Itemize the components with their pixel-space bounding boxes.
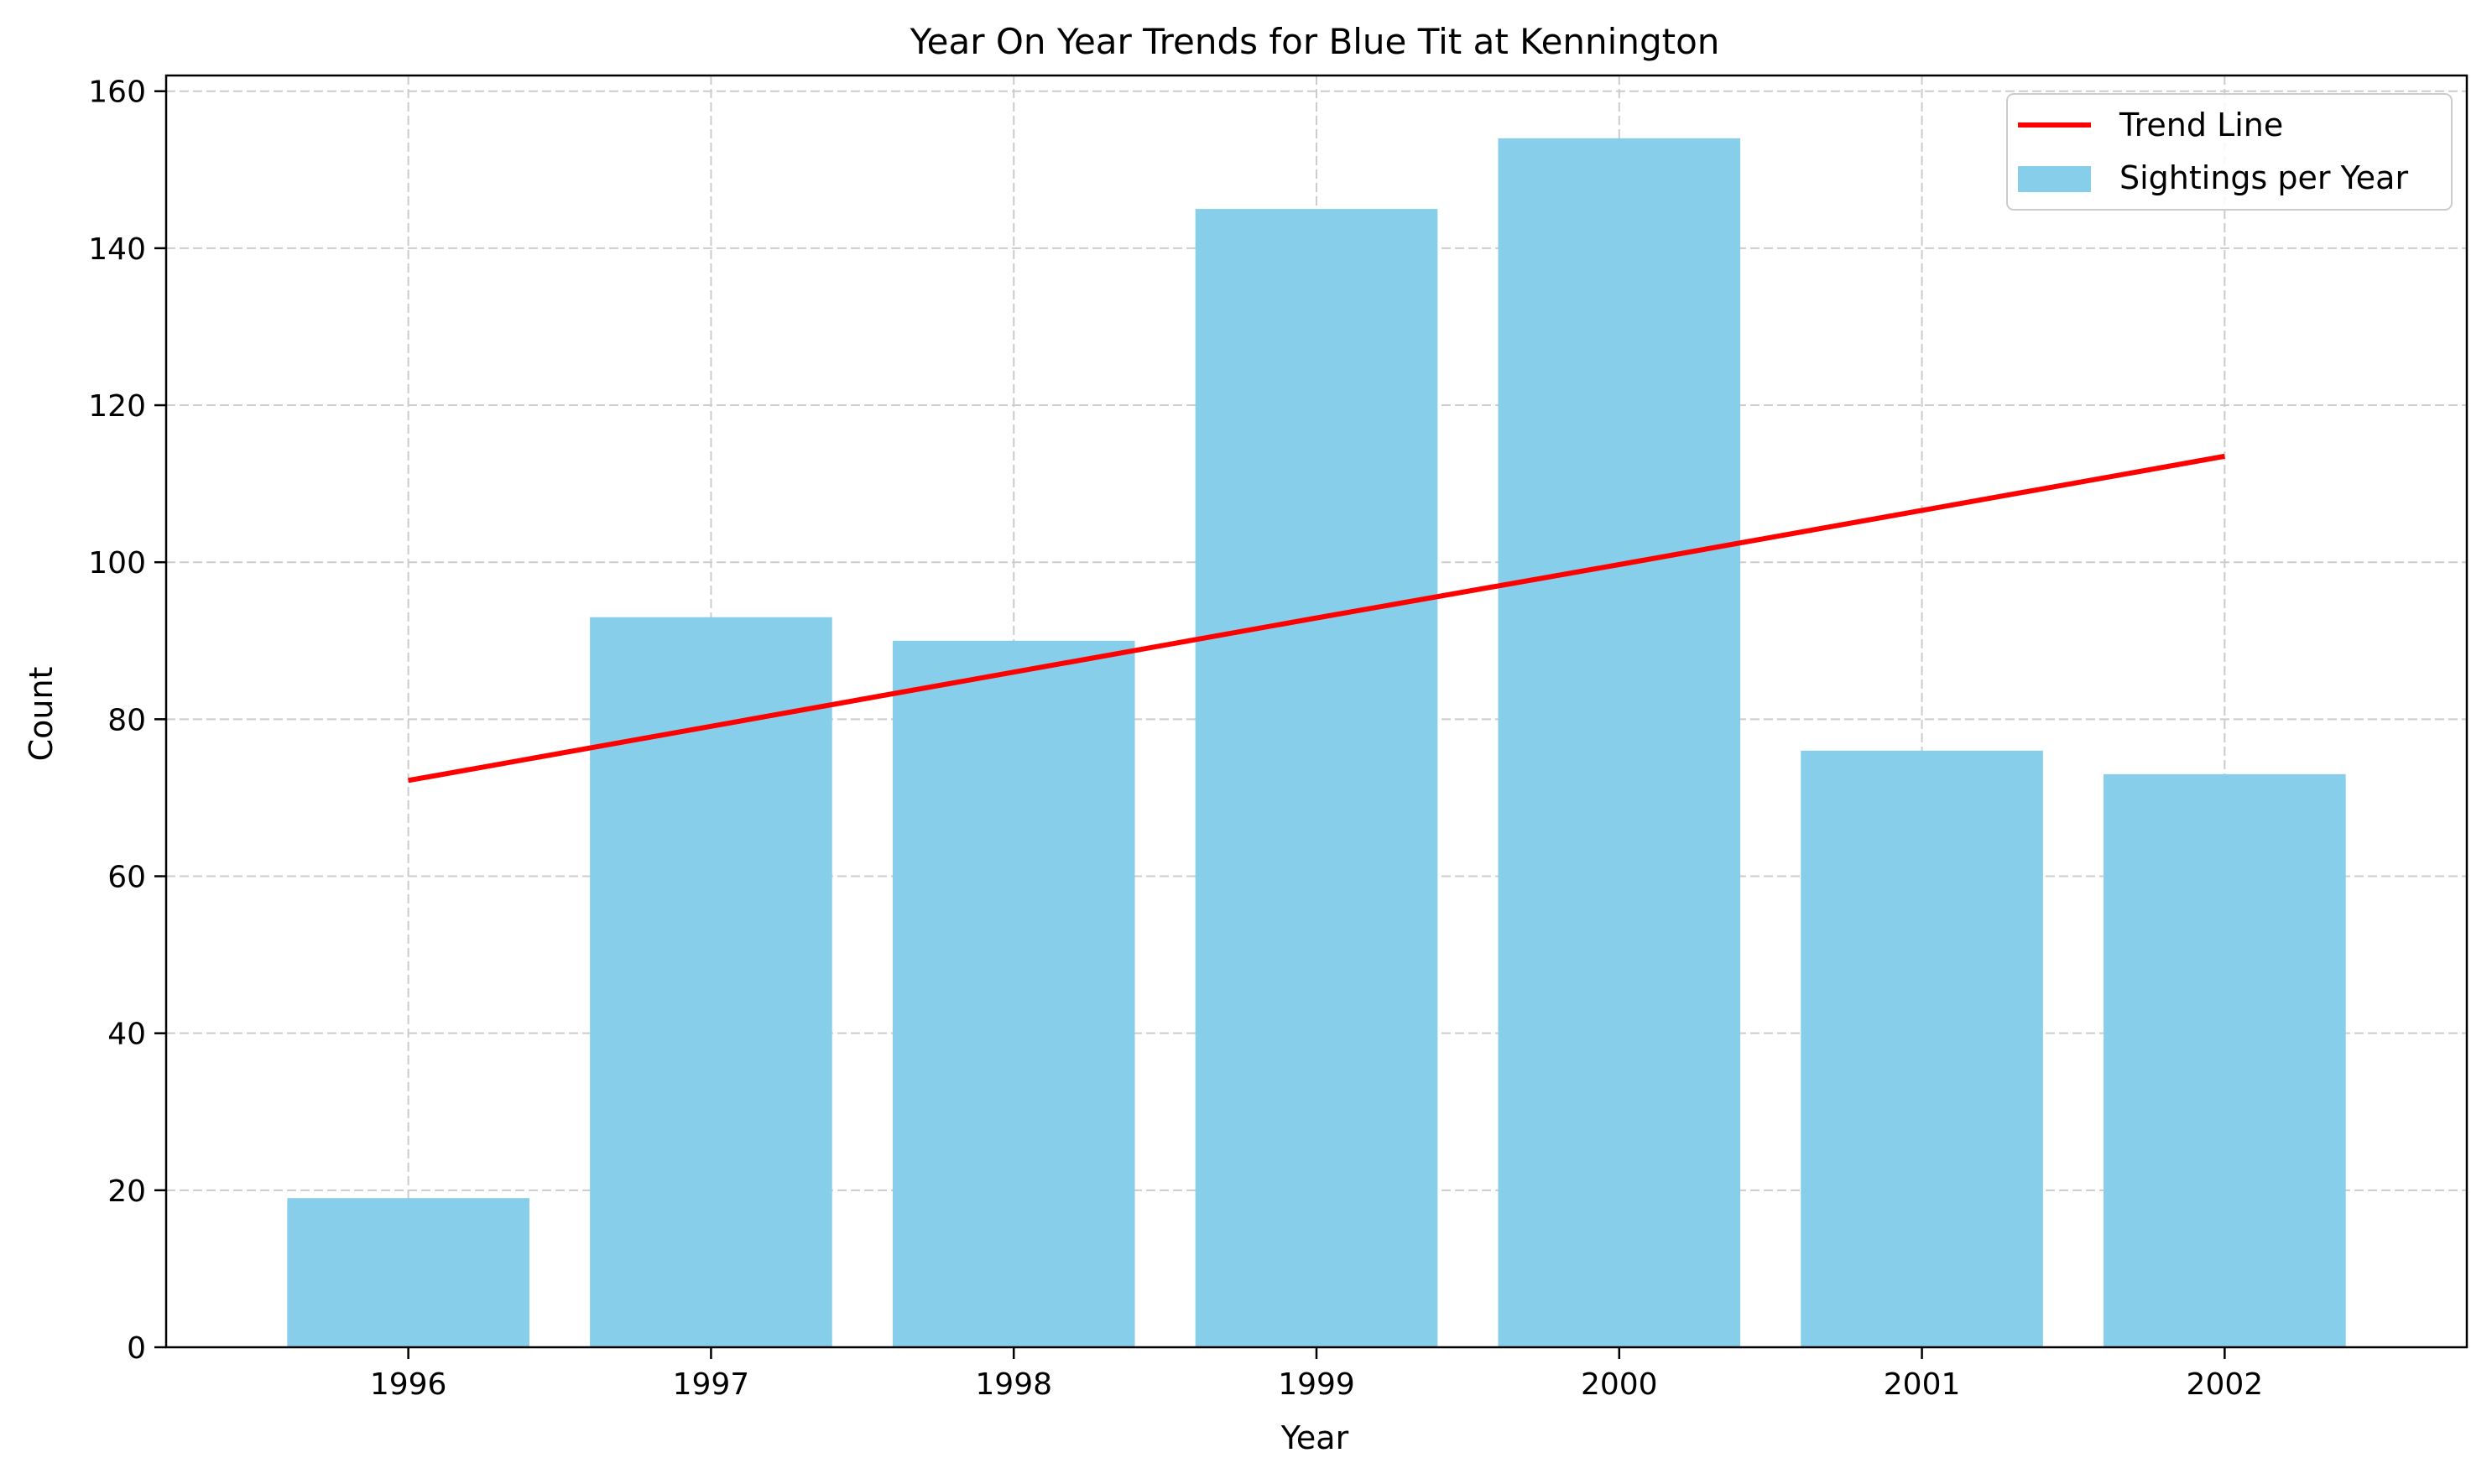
y-tick-label: 100 [88, 546, 146, 581]
y-tick-label: 60 [107, 861, 146, 895]
bar-1996 [287, 1198, 529, 1347]
x-axis-label: Year [1280, 1419, 1349, 1456]
bar-2000 [1498, 138, 1741, 1347]
x-tick-label: 2000 [1581, 1367, 1658, 1402]
y-tick-label: 20 [107, 1174, 146, 1209]
trend-line-layer [408, 453, 2225, 784]
y-tick-label: 140 [88, 232, 146, 267]
bar-1999 [1195, 209, 1438, 1347]
legend-swatch-sightings [2018, 166, 2091, 192]
legend-label-trend-line: Trend Line [2119, 107, 2283, 143]
y-tick-label: 40 [107, 1018, 146, 1052]
x-tick-label: 2002 [2187, 1367, 2264, 1402]
y-axis-label: Count [23, 667, 60, 762]
axes: 0 20 40 60 80 100 120 140 160 1996 1997 1998 1999 200… [88, 74, 2469, 1402]
y-tick-label: 120 [88, 389, 146, 424]
y-tick-label: 160 [88, 76, 146, 110]
x-tick-label: 1997 [673, 1367, 750, 1402]
legend-box [2006, 93, 2453, 211]
y-tick-label: 80 [107, 703, 146, 737]
bars [287, 138, 2346, 1347]
legend: Trend Line Sightings per Year [2006, 93, 2453, 211]
chart-title: Year On Year Trends for Blue Tit at Kenn… [910, 21, 1720, 62]
x-tick-label: 2001 [1884, 1367, 1961, 1402]
bar-2001 [1801, 750, 2043, 1347]
bar-1998 [892, 640, 1135, 1347]
x-tick-label: 1996 [370, 1367, 447, 1402]
y-tick-label: 0 [127, 1331, 146, 1366]
x-tick-label: 1998 [975, 1367, 1052, 1402]
trend-line [408, 453, 2225, 784]
x-tick-label: 1999 [1278, 1367, 1355, 1402]
bar-2002 [2104, 773, 2346, 1347]
legend-label-sightings: Sightings per Year [2119, 159, 2408, 196]
